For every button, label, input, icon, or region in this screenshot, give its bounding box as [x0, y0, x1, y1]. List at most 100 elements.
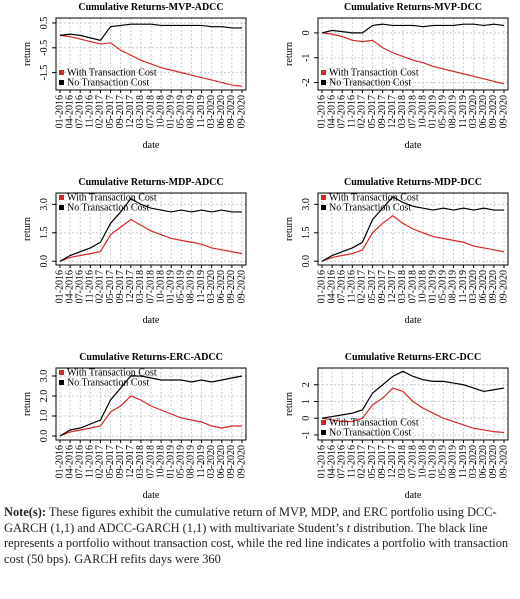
x-tick-label: 09-2017 [377, 270, 388, 303]
legend-swatch [59, 205, 64, 210]
x-tick-label: 11-2019 [196, 270, 207, 303]
x-tick-label: 05-2017 [105, 95, 116, 128]
x-tick-label: 08-2019 [448, 95, 459, 128]
x-tick-label: 03-2020 [206, 95, 217, 128]
x-tick-label: 07-2016 [75, 445, 86, 478]
note-text: These figures exhibit the cumulative ret… [4, 505, 497, 535]
y-axis-label: return [22, 217, 33, 241]
legend-label: No Transaction Cost [67, 77, 149, 88]
y-tick-label: 0.5 [39, 17, 50, 30]
x-tick-label: 12-2017 [125, 270, 136, 303]
x-tick-label: 06-2020 [216, 95, 227, 128]
x-tick-label: 09-2020 [498, 445, 509, 478]
x-tick-label: 01-2016 [316, 270, 327, 303]
chart-title: Cumulative Returns-MVP-ADCC [78, 2, 223, 13]
x-tick-label: 10-2018 [155, 270, 166, 303]
x-tick-label: 03-2020 [206, 445, 217, 478]
x-tick-label: 01-2016 [54, 95, 65, 128]
x-tick-label: 03-2018 [135, 445, 146, 478]
chart-title: Cumulative Returns-ERC-ADCC [79, 352, 223, 363]
legend-label: With Transaction Cost [329, 417, 419, 428]
x-tick-label: 03-2020 [468, 445, 479, 478]
y-tick-label: 3.0 [39, 370, 50, 383]
x-tick-label: 04-2016 [326, 445, 337, 478]
x-tick-label: 09-2020 [236, 270, 247, 303]
x-tick-label: 02-2017 [95, 95, 106, 128]
x-tick-label: 09-2020 [498, 95, 509, 128]
x-tick-label: 09-2020 [226, 445, 237, 478]
y-tick-label: 0 [301, 30, 312, 35]
x-tick-label: 12-2017 [387, 445, 398, 478]
x-axis-label: date [143, 490, 160, 500]
x-tick-label: 12-2017 [125, 445, 136, 478]
x-tick-label: 04-2016 [64, 445, 75, 478]
y-tick-label: 2 [301, 382, 312, 387]
x-axis-label: date [405, 490, 422, 500]
x-tick-label: 09-2020 [488, 270, 499, 303]
x-tick-label: 09-2017 [115, 270, 126, 303]
y-tick-label: 0.0 [39, 255, 50, 268]
chart-title: Cumulative Returns-MDP-ADCC [78, 177, 223, 188]
legend-label: No Transaction Cost [329, 77, 411, 88]
x-tick-label: 05-2019 [438, 445, 449, 478]
x-tick-label: 05-2017 [367, 270, 378, 303]
x-axis-label: date [143, 140, 160, 151]
x-tick-label: 11-2019 [458, 95, 469, 128]
x-tick-label: 03-2018 [135, 95, 146, 128]
x-tick-label: 07-2016 [75, 95, 86, 128]
chart-title: Cumulative Returns-MVP-DCC [344, 2, 482, 13]
x-tick-label: 03-2018 [397, 270, 408, 303]
x-tick-label: 08-2019 [186, 270, 197, 303]
x-tick-label: 02-2017 [95, 270, 106, 303]
x-tick-label: 06-2020 [478, 270, 489, 303]
x-tick-label: 01-2016 [54, 270, 65, 303]
y-tick-label: -0.5 [39, 40, 50, 56]
series-line [59, 375, 243, 437]
x-tick-label: 07-2016 [75, 270, 86, 303]
x-tick-label: 10-2018 [417, 95, 428, 128]
x-tick-label: 03-2018 [135, 270, 146, 303]
x-tick-label: 05-2019 [438, 95, 449, 128]
x-tick-label: 05-2017 [367, 445, 378, 478]
note-italic: t [346, 520, 351, 535]
x-axis-label: date [405, 315, 422, 326]
legend-label: No Transaction Cost [67, 202, 149, 213]
x-axis-label: date [143, 315, 160, 326]
x-tick-label: 11-2019 [458, 445, 469, 478]
x-tick-label: 09-2020 [226, 95, 237, 128]
plot-frame [317, 192, 509, 266]
legend-label: With Transaction Cost [67, 192, 157, 203]
legend-swatch [59, 370, 64, 375]
x-tick-label: 09-2020 [488, 95, 499, 128]
y-tick-label: -1 [301, 431, 312, 439]
legend-swatch [321, 80, 326, 85]
legend-label: With Transaction Cost [329, 192, 419, 203]
x-tick-label: 01-2019 [428, 445, 439, 478]
x-tick-label: 01-2019 [166, 95, 177, 128]
series-line [321, 23, 505, 34]
y-tick-label: 1.5 [301, 227, 312, 240]
y-tick-label: 1 [301, 399, 312, 404]
x-tick-label: 07-2018 [407, 445, 418, 478]
x-tick-label: 12-2017 [387, 95, 398, 128]
legend-label: No Transaction Cost [329, 427, 411, 438]
series-line [59, 197, 242, 262]
x-tick-label: 09-2020 [498, 270, 509, 303]
x-tick-label: 11-2016 [347, 445, 358, 478]
x-tick-label: 11-2019 [196, 445, 207, 478]
x-tick-label: 04-2016 [326, 270, 337, 303]
y-axis-label: return [284, 42, 295, 66]
x-tick-label: 09-2020 [226, 270, 237, 303]
x-tick-label: 07-2018 [145, 270, 156, 303]
x-tick-label: 02-2017 [357, 270, 368, 303]
x-tick-label: 07-2018 [145, 95, 156, 128]
x-tick-label: 09-2017 [115, 95, 126, 128]
legend-swatch [321, 70, 326, 75]
legend-swatch [59, 70, 64, 75]
y-axis-label: return [22, 392, 33, 416]
series-line [321, 214, 505, 262]
y-axis-label: return [22, 42, 33, 66]
x-tick-label: 03-2020 [468, 95, 479, 128]
plot-frame [55, 17, 247, 91]
x-tick-label: 01-2019 [428, 95, 439, 128]
